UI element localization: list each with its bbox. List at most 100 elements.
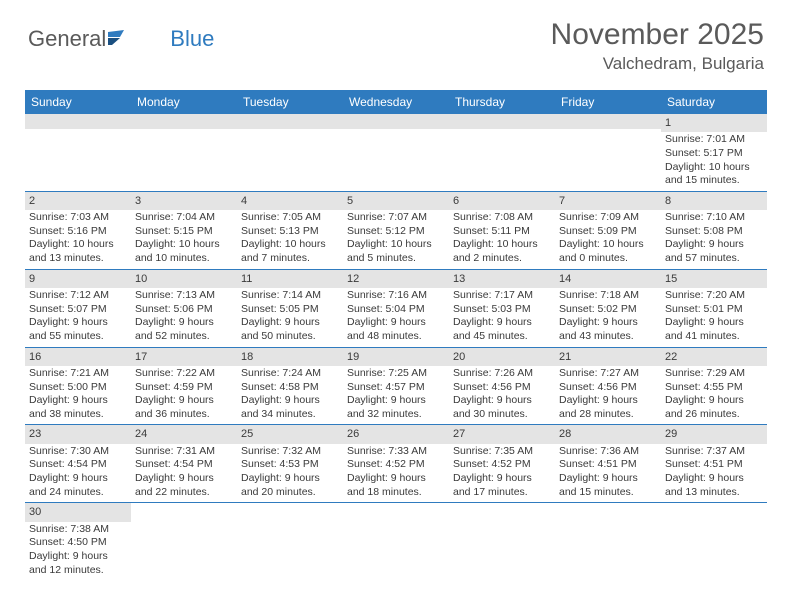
calendar-day-cell (25, 114, 131, 191)
day-number: 6 (449, 192, 555, 210)
sunset-text: Sunset: 4:52 PM (347, 458, 445, 472)
day-number (661, 503, 767, 518)
sunrise-text: Sunrise: 7:13 AM (135, 289, 233, 303)
sunrise-text: Sunrise: 7:25 AM (347, 367, 445, 381)
sunrise-text: Sunrise: 7:12 AM (29, 289, 127, 303)
sunrise-text: Sunrise: 7:10 AM (665, 211, 763, 225)
day-body: Sunrise: 7:20 AMSunset: 5:01 PMDaylight:… (661, 288, 767, 347)
weekday-header: Thursday (449, 90, 555, 114)
calendar-day-cell (555, 503, 661, 580)
day-body: Sunrise: 7:04 AMSunset: 5:15 PMDaylight:… (131, 210, 237, 269)
calendar-day-cell (343, 503, 449, 580)
sunset-text: Sunset: 4:54 PM (29, 458, 127, 472)
day-number: 18 (237, 348, 343, 366)
calendar-day-cell (449, 114, 555, 191)
sunset-text: Sunset: 5:15 PM (135, 225, 233, 239)
sunset-text: Sunset: 5:00 PM (29, 381, 127, 395)
sunrise-text: Sunrise: 7:09 AM (559, 211, 657, 225)
day-number: 3 (131, 192, 237, 210)
day-number: 4 (237, 192, 343, 210)
day-body: Sunrise: 7:13 AMSunset: 5:06 PMDaylight:… (131, 288, 237, 347)
day-number: 7 (555, 192, 661, 210)
sunset-text: Sunset: 5:03 PM (453, 303, 551, 317)
calendar-day-cell (131, 114, 237, 191)
flag-icon (108, 26, 130, 52)
sunrise-text: Sunrise: 7:03 AM (29, 211, 127, 225)
day-number: 27 (449, 425, 555, 443)
header: General Blue November 2025 Valchedram, B… (0, 0, 792, 82)
sunrise-text: Sunrise: 7:14 AM (241, 289, 339, 303)
title-block: November 2025 Valchedram, Bulgaria (551, 18, 764, 74)
sunset-text: Sunset: 5:07 PM (29, 303, 127, 317)
day-number (555, 503, 661, 518)
sunset-text: Sunset: 4:55 PM (665, 381, 763, 395)
day-body (131, 518, 237, 568)
calendar-day-cell: 29Sunrise: 7:37 AMSunset: 4:51 PMDayligh… (661, 425, 767, 503)
day-number: 26 (343, 425, 449, 443)
sunset-text: Sunset: 4:56 PM (453, 381, 551, 395)
calendar-day-cell: 25Sunrise: 7:32 AMSunset: 4:53 PMDayligh… (237, 425, 343, 503)
sunrise-text: Sunrise: 7:01 AM (665, 133, 763, 147)
daylight-text: Daylight: 9 hours and 30 minutes. (453, 394, 551, 421)
day-number: 8 (661, 192, 767, 210)
daylight-text: Daylight: 9 hours and 55 minutes. (29, 316, 127, 343)
daylight-text: Daylight: 9 hours and 38 minutes. (29, 394, 127, 421)
calendar-day-cell: 3Sunrise: 7:04 AMSunset: 5:15 PMDaylight… (131, 191, 237, 269)
calendar-week-row: 30Sunrise: 7:38 AMSunset: 4:50 PMDayligh… (25, 503, 767, 580)
day-body: Sunrise: 7:31 AMSunset: 4:54 PMDaylight:… (131, 444, 237, 503)
day-body: Sunrise: 7:24 AMSunset: 4:58 PMDaylight:… (237, 366, 343, 425)
calendar-day-cell: 23Sunrise: 7:30 AMSunset: 4:54 PMDayligh… (25, 425, 131, 503)
daylight-text: Daylight: 9 hours and 22 minutes. (135, 472, 233, 499)
sunset-text: Sunset: 5:01 PM (665, 303, 763, 317)
day-number: 5 (343, 192, 449, 210)
day-body (555, 518, 661, 568)
calendar-day-cell: 24Sunrise: 7:31 AMSunset: 4:54 PMDayligh… (131, 425, 237, 503)
day-body: Sunrise: 7:38 AMSunset: 4:50 PMDaylight:… (25, 522, 131, 581)
daylight-text: Daylight: 9 hours and 28 minutes. (559, 394, 657, 421)
sunrise-text: Sunrise: 7:07 AM (347, 211, 445, 225)
daylight-text: Daylight: 10 hours and 15 minutes. (665, 161, 763, 188)
day-number: 17 (131, 348, 237, 366)
day-number: 12 (343, 270, 449, 288)
day-number (449, 503, 555, 518)
day-body: Sunrise: 7:12 AMSunset: 5:07 PMDaylight:… (25, 288, 131, 347)
calendar-day-cell: 28Sunrise: 7:36 AMSunset: 4:51 PMDayligh… (555, 425, 661, 503)
day-body (131, 129, 237, 179)
sunrise-text: Sunrise: 7:27 AM (559, 367, 657, 381)
day-body: Sunrise: 7:08 AMSunset: 5:11 PMDaylight:… (449, 210, 555, 269)
daylight-text: Daylight: 10 hours and 7 minutes. (241, 238, 339, 265)
calendar-day-cell: 9Sunrise: 7:12 AMSunset: 5:07 PMDaylight… (25, 269, 131, 347)
sunrise-text: Sunrise: 7:20 AM (665, 289, 763, 303)
daylight-text: Daylight: 9 hours and 20 minutes. (241, 472, 339, 499)
day-body: Sunrise: 7:29 AMSunset: 4:55 PMDaylight:… (661, 366, 767, 425)
sunset-text: Sunset: 5:17 PM (665, 147, 763, 161)
day-number: 13 (449, 270, 555, 288)
sunrise-text: Sunrise: 7:35 AM (453, 445, 551, 459)
calendar-day-cell: 16Sunrise: 7:21 AMSunset: 5:00 PMDayligh… (25, 347, 131, 425)
daylight-text: Daylight: 10 hours and 0 minutes. (559, 238, 657, 265)
sunrise-text: Sunrise: 7:37 AM (665, 445, 763, 459)
calendar-day-cell: 21Sunrise: 7:27 AMSunset: 4:56 PMDayligh… (555, 347, 661, 425)
sunrise-text: Sunrise: 7:31 AM (135, 445, 233, 459)
day-body: Sunrise: 7:07 AMSunset: 5:12 PMDaylight:… (343, 210, 449, 269)
calendar-day-cell: 1Sunrise: 7:01 AMSunset: 5:17 PMDaylight… (661, 114, 767, 191)
day-body: Sunrise: 7:33 AMSunset: 4:52 PMDaylight:… (343, 444, 449, 503)
day-number: 19 (343, 348, 449, 366)
sunset-text: Sunset: 5:12 PM (347, 225, 445, 239)
daylight-text: Daylight: 10 hours and 2 minutes. (453, 238, 551, 265)
weekday-header: Sunday (25, 90, 131, 114)
calendar-table: SundayMondayTuesdayWednesdayThursdayFrid… (25, 90, 767, 580)
day-number: 24 (131, 425, 237, 443)
sunset-text: Sunset: 5:04 PM (347, 303, 445, 317)
sunrise-text: Sunrise: 7:29 AM (665, 367, 763, 381)
daylight-text: Daylight: 9 hours and 26 minutes. (665, 394, 763, 421)
sunrise-text: Sunrise: 7:33 AM (347, 445, 445, 459)
day-body: Sunrise: 7:26 AMSunset: 4:56 PMDaylight:… (449, 366, 555, 425)
sunrise-text: Sunrise: 7:18 AM (559, 289, 657, 303)
sunrise-text: Sunrise: 7:08 AM (453, 211, 551, 225)
day-number: 16 (25, 348, 131, 366)
calendar-day-cell: 27Sunrise: 7:35 AMSunset: 4:52 PMDayligh… (449, 425, 555, 503)
sunrise-text: Sunrise: 7:22 AM (135, 367, 233, 381)
calendar-day-cell: 17Sunrise: 7:22 AMSunset: 4:59 PMDayligh… (131, 347, 237, 425)
daylight-text: Daylight: 9 hours and 36 minutes. (135, 394, 233, 421)
